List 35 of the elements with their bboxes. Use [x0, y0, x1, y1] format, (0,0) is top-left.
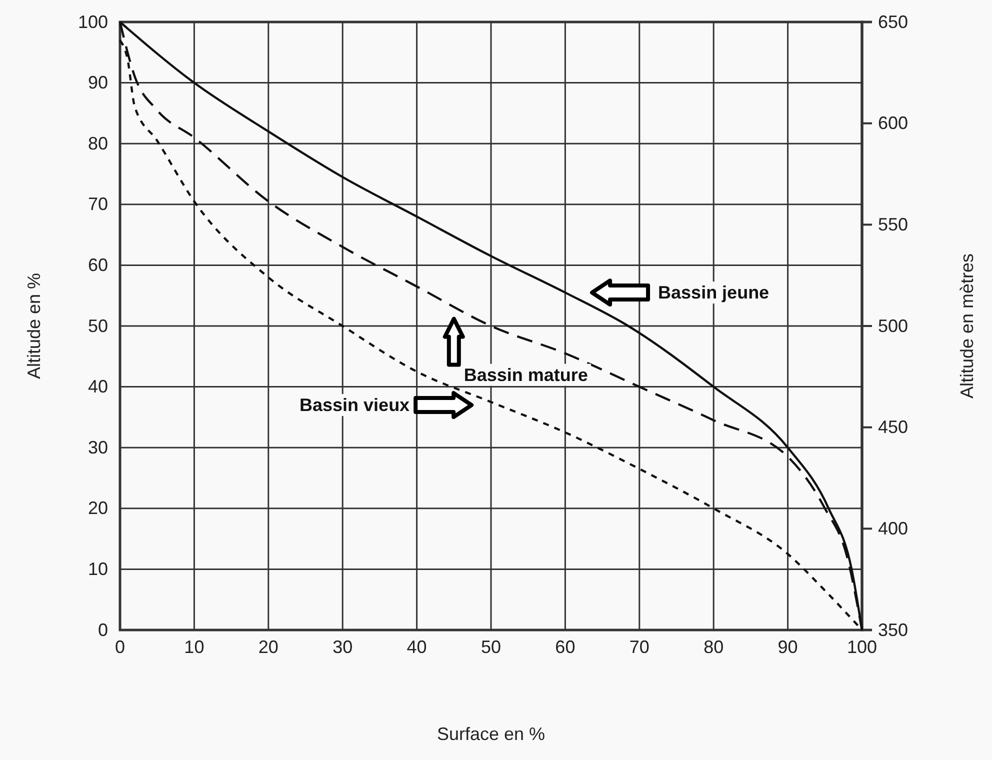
y-axis-title: Altitude en %: [24, 272, 44, 380]
x-tick-label: 30: [332, 636, 353, 657]
x-tick-label: 80: [704, 636, 724, 657]
y-tick-label: 50: [88, 316, 108, 336]
annotation: Bassin jeune: [658, 282, 770, 303]
y-tick-label: 60: [88, 254, 108, 275]
x-axis-title: Surface en %: [436, 724, 546, 744]
x-tick-label: 0: [114, 636, 126, 657]
x-tick-label: 10: [184, 636, 204, 657]
y-tick-label: 80: [88, 133, 108, 154]
y-tick-label: 100: [78, 12, 108, 32]
y-tick-label: 70: [88, 194, 108, 214]
y-tick-label: 10: [88, 558, 108, 579]
y2-tick-label: 350: [878, 620, 908, 640]
y2-tick-label: 500: [878, 316, 908, 336]
x-tick-label: 60: [555, 636, 576, 657]
x-tick-label: 70: [629, 636, 650, 657]
y-tick-label: 30: [88, 437, 108, 458]
annotation: Bassin mature: [464, 364, 588, 385]
y-tick-label: 0: [98, 620, 108, 640]
y2-tick-label: 400: [878, 518, 908, 538]
annotation: Bassin vieux: [300, 395, 410, 416]
y2-tick-label: 550: [878, 214, 908, 234]
y-tick-label: 20: [88, 498, 108, 518]
x-tick-label: 100: [846, 636, 878, 657]
x-tick-label: 50: [480, 636, 502, 657]
y-tick-label: 90: [88, 72, 108, 93]
y2-axis-title: Altitude en mètres: [956, 253, 977, 399]
y-tick-label: 40: [88, 376, 108, 397]
y2-tick-label: 450: [878, 417, 908, 438]
x-tick-label: 20: [258, 636, 278, 657]
y2-tick-label: 650: [878, 12, 908, 32]
x-tick-label: 40: [406, 636, 427, 657]
x-tick-label: 90: [778, 636, 798, 657]
y2-tick-label: 600: [878, 113, 908, 134]
